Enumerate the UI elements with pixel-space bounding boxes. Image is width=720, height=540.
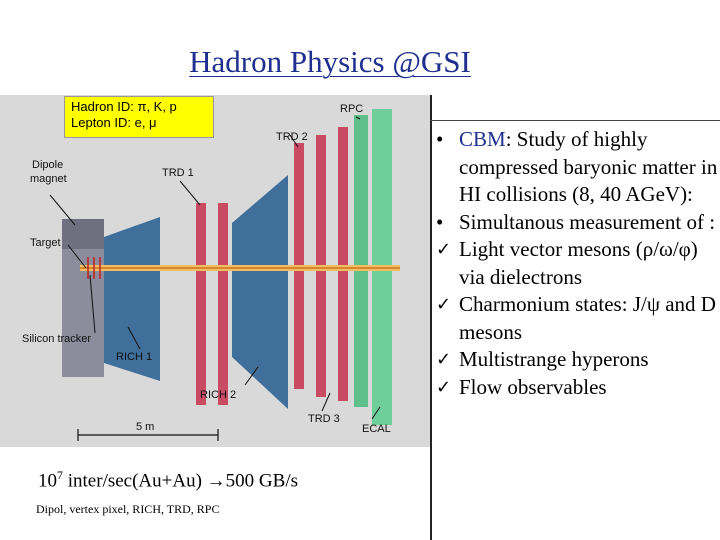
label-trd1: TRD 1 xyxy=(162,167,194,179)
check-flow: ✓ Flow observables xyxy=(436,374,720,402)
bullet-list: • CBM: Study of highly compressed baryon… xyxy=(436,126,720,401)
trd1-shape xyxy=(196,203,206,405)
bullet-cbm: • CBM: Study of highly compressed baryon… xyxy=(436,126,720,209)
check-text: Flow observables xyxy=(459,374,607,399)
label-silicon-tracker: Silicon tracker xyxy=(22,333,92,345)
hadron-id-text: Hadron ID: π, K, p xyxy=(71,99,177,114)
check-text: Charmonium states: J/ψ and D mesons xyxy=(459,292,716,344)
label-trd3: TRD 3 xyxy=(308,413,340,425)
bullet-simultaneous: • Simultanous measurement of : xyxy=(436,209,720,237)
rate-exponent: 7 xyxy=(57,468,63,482)
label-rich2: RICH 2 xyxy=(200,389,237,401)
cbm-detector-figure: RPC TRD 2 TRD 1 Dipole magnet Target Sil… xyxy=(0,95,430,447)
label-rpc: RPC xyxy=(340,103,364,115)
data-rate: 107 inter/sec(Au+Au) →500 GB/s xyxy=(38,468,298,492)
rich2-shape xyxy=(232,175,288,409)
rate-value: 500 GB/s xyxy=(225,470,298,492)
check-icon: ✓ xyxy=(436,376,452,398)
check-charmonium: ✓ Charmonium states: J/ψ and D mesons xyxy=(436,291,720,346)
lepton-id-text: Lepton ID: e, μ xyxy=(71,115,157,130)
check-text: Light vector mesons (ρ/ω/φ) via dielectr… xyxy=(459,237,698,289)
label-rich1: RICH 1 xyxy=(116,351,153,363)
label-ecal: ECAL xyxy=(362,423,391,435)
cbm-label: CBM xyxy=(459,127,506,151)
label-trd2: TRD 2 xyxy=(276,131,308,143)
check-multistrange: ✓ Multistrange hyperons xyxy=(436,346,720,374)
bullet-text: Simultanous measurement of : xyxy=(459,209,716,234)
bullet-icon: • xyxy=(436,209,444,234)
page-title: Hadron Physics @GSI xyxy=(189,44,471,79)
label-target: Target xyxy=(30,237,61,249)
check-icon: ✓ xyxy=(436,349,452,370)
rate-base: 10 xyxy=(38,470,57,492)
check-text: Multistrange hyperons xyxy=(459,347,649,371)
label-magnet: magnet xyxy=(30,173,67,185)
particle-id-box: Hadron ID: π, K, p Lepton ID: e, μ xyxy=(64,96,214,138)
label-scale: 5 m xyxy=(136,421,155,433)
bullet-icon: • xyxy=(436,127,444,151)
components-list: Dipol, vertex pixel, RICH, TRD, RPC xyxy=(36,502,220,516)
check-icon: ✓ xyxy=(436,239,452,260)
check-icon: ✓ xyxy=(436,294,452,315)
check-light-vector: ✓ Light vector mesons (ρ/ω/φ) via dielec… xyxy=(436,236,720,291)
cbm-text: : Study of highly compressed baryonic ma… xyxy=(459,127,718,206)
divider-vertical xyxy=(430,95,432,540)
rich1-shape xyxy=(104,217,160,381)
trd3-shape xyxy=(338,127,348,401)
rpc-shape xyxy=(354,115,368,407)
rate-text: inter/sec(Au+Au) xyxy=(63,470,207,492)
label-dipole: Dipole xyxy=(32,159,64,171)
arrow-icon: → xyxy=(206,470,226,492)
detector-drawing xyxy=(49,109,400,441)
divider-horizontal xyxy=(430,120,720,121)
